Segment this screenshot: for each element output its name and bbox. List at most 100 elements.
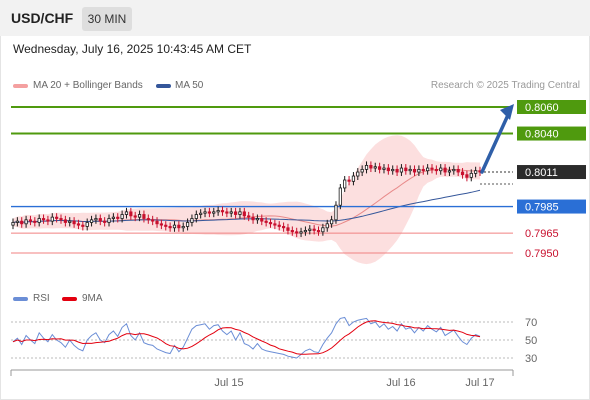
candle-body [273,223,277,226]
credit-text: Research © 2025 Trading Central [430,80,580,91]
rsi-level-label-30: 30 [525,353,537,365]
candle-body [159,223,163,226]
candle-body [181,226,185,229]
candle-body [430,167,434,170]
candle-body [142,214,146,219]
candle-body [33,220,37,223]
bollinger-layer [13,135,480,265]
candle-body [238,211,242,215]
candle-body [386,167,390,172]
candle-body [382,167,386,170]
x-axis: Jul 15 Jul 16 Jul 17 [10,369,514,389]
rsi-legend-swatch [13,297,28,301]
candle-body [334,204,338,221]
support-2-label: 0.7950 [525,248,559,260]
candle-body [168,226,172,229]
candle-body [216,210,220,213]
resistance-2-label: 0.8060 [525,102,559,114]
rsi-legend-label: RSI [33,293,50,304]
candle-body [146,218,150,221]
candle-body [59,218,63,221]
forecast-arrow-shaft [480,113,510,174]
candle-body [417,168,421,173]
candle-body [268,222,273,225]
candle-body [85,222,89,227]
support-1-label: 0.7965 [525,228,559,240]
candle-body [151,219,155,222]
candle-body [120,214,124,219]
candle-body [55,216,59,219]
candle-body [220,210,225,213]
ma20-legend-swatch [13,84,28,88]
candle-body [116,216,120,219]
candle-body [312,228,316,231]
candle-body [299,231,303,234]
candle-body [76,223,81,226]
x-tick-label: Jul 15 [214,377,243,389]
candle-body [255,218,260,221]
resistance-2-label-box [517,100,586,114]
candle-body [46,219,50,222]
candle-body [233,211,238,215]
candle-body [295,231,299,234]
last-price-label-box [517,165,586,180]
candle-body [338,187,342,206]
candle-body [404,167,408,172]
candle-body [247,215,251,218]
candle-body [107,218,111,223]
candle-body [89,219,94,223]
candle-body [395,168,399,173]
candle-body [452,168,456,172]
rsi-ma-line [12,320,481,355]
candle-body [290,230,294,233]
candle-body [465,174,469,178]
candle-body [260,218,264,222]
candle-body [412,168,417,173]
last-price-label: 0.8011 [525,167,558,179]
ma50-legend-swatch [156,84,171,88]
candle-body [369,164,373,169]
candle-body [37,218,41,223]
candle-body [229,211,233,214]
candle-body [399,167,404,173]
candle-body [364,164,369,170]
rsi-panel: 70 50 30 [11,316,537,365]
candle-body [316,230,321,233]
candle-body [378,166,382,170]
candle-body [330,219,334,225]
candle-body [408,168,412,172]
ma50-legend-label: MA 50 [175,80,204,91]
candle-body [177,224,181,229]
candle-body [447,170,452,173]
candle-body [356,171,360,177]
timeframe-badge[interactable]: 30 MIN [82,7,132,31]
candle-body [133,215,137,218]
candle-body [111,216,115,219]
candle-body [321,227,325,233]
candle-body [50,216,54,222]
candle-body [129,211,133,217]
candle-body [212,211,216,214]
candle-body [264,220,268,223]
candle-body [11,222,15,226]
candle-body [207,211,212,214]
candle-body [351,175,356,182]
candle-body [439,167,443,172]
candle-body [373,166,377,169]
candle-body [434,168,438,172]
candle-body [443,167,447,173]
timestamp: Wednesday, July 16, 2025 10:43:45 AM CET [13,42,252,56]
candle-body [81,224,85,227]
candle-body [426,167,430,172]
candle-body [98,218,102,222]
candle-body [190,218,194,223]
candle-body [242,211,246,217]
rsi-line [12,316,481,359]
candle-body [94,218,98,221]
forecast-arrow-layer [480,104,514,174]
candle-body [474,170,478,174]
candle-body [303,230,308,233]
candle-body [251,216,255,221]
rsi-ma-legend-label: 9MA [82,293,103,304]
